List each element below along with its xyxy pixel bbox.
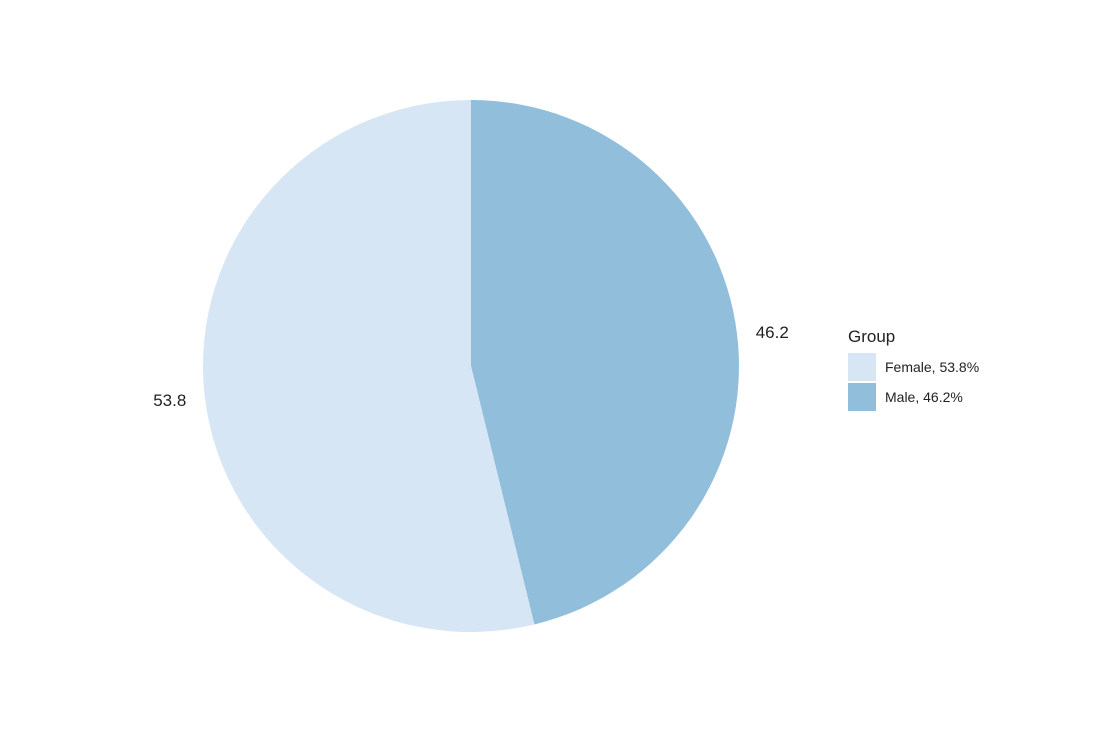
legend-swatch-female	[848, 353, 876, 381]
pie-slices	[202, 100, 739, 632]
legend-label-male: Male, 46.2%	[885, 389, 963, 405]
legend-swatch-male	[848, 383, 876, 411]
legend-items: Female, 53.8% Male, 46.2%	[848, 353, 979, 411]
legend-label-female: Female, 53.8%	[885, 359, 979, 375]
pie-slice-female	[202, 100, 535, 632]
slice-labels: 46.2 53.8	[153, 323, 789, 410]
legend-title: Group	[848, 327, 895, 346]
slice-label-male: 46.2	[756, 323, 789, 342]
pie-slice-male	[471, 100, 739, 625]
legend: Group Female, 53.8% Male, 46.2%	[848, 327, 979, 411]
slice-label-female: 53.8	[153, 391, 186, 410]
